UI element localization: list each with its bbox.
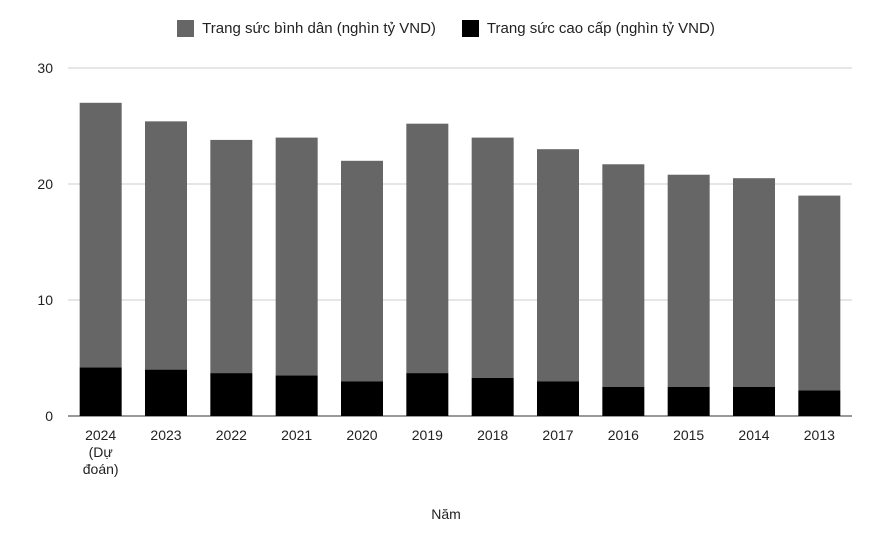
x-tick-label: 2021 (281, 427, 312, 443)
bar-segment-popular (341, 160, 383, 382)
y-tick-label: 10 (37, 292, 53, 308)
x-tick-label: 2013 (804, 427, 835, 443)
x-tick-label: 2020 (346, 427, 377, 443)
legend-swatch-popular (177, 20, 195, 37)
x-tick-label: 2023 (150, 427, 181, 443)
bar-segment-popular (406, 123, 449, 374)
x-tick-label: 2018 (477, 427, 508, 443)
bar-segment-popular (667, 174, 710, 387)
bar-segment-luxury (798, 390, 841, 416)
bar-segment-popular (733, 178, 775, 387)
bar-segment-popular (79, 102, 122, 368)
bar-segment-popular (275, 137, 318, 376)
y-tick-label: 20 (37, 176, 53, 192)
bar-segment-luxury (145, 369, 187, 416)
bar-segment-popular (210, 139, 253, 374)
bar-segment-luxury (406, 373, 449, 416)
bar-segment-luxury (341, 381, 383, 416)
legend-item-popular[interactable]: Trang sức bình dân (nghìn tỷ VND) (177, 20, 436, 37)
bar-segment-luxury (471, 377, 514, 416)
bar-segment-popular (471, 137, 514, 378)
bar-segment-luxury (537, 381, 579, 416)
bar-segment-popular (798, 195, 841, 391)
y-tick-label: 0 (45, 408, 53, 424)
legend-item-luxury[interactable]: Trang sức cao cấp (nghìn tỷ VND) (461, 20, 715, 37)
legend-label-luxury: Trang sức cao cấp (nghìn tỷ VND) (486, 20, 715, 37)
x-tick-label: 2024 (Dự đoán) (83, 427, 119, 477)
bar-segment-popular (145, 121, 187, 370)
legend-swatch-luxury (461, 20, 479, 37)
bar-segment-popular (537, 149, 579, 382)
y-tick-label: 30 (37, 60, 53, 76)
x-tick-label: 2017 (542, 427, 573, 443)
x-tick-label: 2016 (608, 427, 639, 443)
bar-segment-popular (602, 164, 645, 387)
x-tick-label: 2015 (673, 427, 704, 443)
legend-label-popular: Trang sức bình dân (nghìn tỷ VND) (202, 20, 436, 37)
x-tick-label: 2014 (738, 427, 769, 443)
bar-segment-luxury (210, 373, 253, 416)
bar-segment-luxury (79, 367, 122, 416)
x-tick-label: 2019 (412, 427, 443, 443)
bar-segment-luxury (602, 387, 645, 416)
legend: Trang sức bình dân (nghìn tỷ VND) Trang … (0, 20, 892, 37)
x-tick-label: 2022 (216, 427, 247, 443)
x-axis-title: Năm (431, 506, 461, 522)
bar-segment-luxury (733, 387, 775, 416)
bar-segment-luxury (275, 375, 318, 416)
bar-segment-luxury (667, 387, 710, 416)
